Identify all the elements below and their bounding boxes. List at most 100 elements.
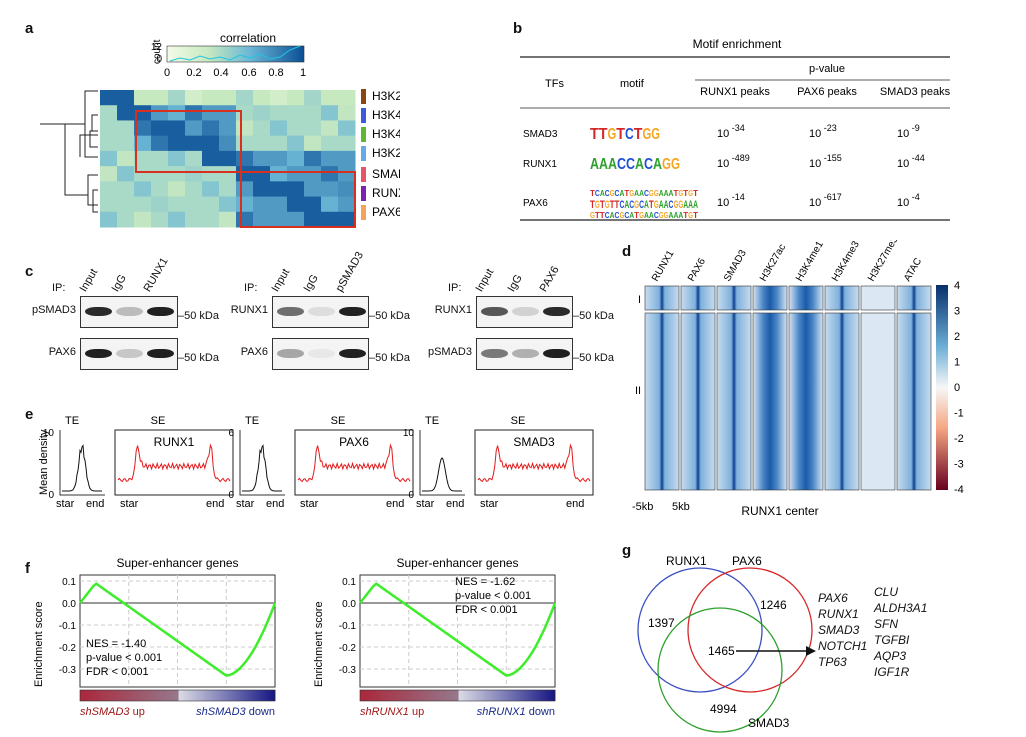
arrow-icon bbox=[806, 646, 816, 656]
blot-band bbox=[308, 307, 335, 316]
heatmap-cell bbox=[219, 181, 237, 198]
track-cluster-II bbox=[680, 312, 716, 491]
svg-text:G: G bbox=[664, 211, 669, 220]
heatmap-cell bbox=[134, 120, 152, 137]
heatmap-cell bbox=[185, 120, 203, 137]
svg-text:A: A bbox=[664, 199, 669, 211]
rank-barcode bbox=[80, 690, 276, 701]
heatmap-cell bbox=[236, 211, 254, 228]
cluster-I: I bbox=[638, 294, 641, 306]
svg-text:G: G bbox=[605, 199, 610, 211]
motif-logo: TGTGTCTTAGCCTAGTCCCGAACTCAGGTACGAAACTAGG… bbox=[590, 189, 698, 220]
svg-text:C: C bbox=[615, 189, 620, 198]
se-curve bbox=[297, 443, 411, 483]
x-tick: 0.2 bbox=[186, 67, 201, 79]
up-label: shRUNX1 up bbox=[360, 706, 424, 718]
lane-label: Input bbox=[77, 266, 101, 294]
heatmap-cell bbox=[270, 196, 288, 213]
row-color-swatch bbox=[361, 127, 366, 142]
p-value: 10 -9 bbox=[897, 123, 920, 140]
te-label: TE bbox=[425, 415, 439, 427]
colorbar-ticks: 0 0.2 0.4 0.6 0.8 1 bbox=[164, 67, 306, 79]
svg-text:A: A bbox=[635, 156, 644, 173]
row-labels: H3K27me3 H3K4me1 H3K4me3 H3K27ac SMAD3 RUNX1 P… bbox=[361, 89, 400, 220]
cluster-box-tf bbox=[240, 171, 356, 228]
se-name: PAX6 bbox=[339, 435, 369, 449]
down-label: shSMAD3 down bbox=[196, 706, 275, 718]
heatmap-cell bbox=[168, 181, 186, 198]
gsea-ytick: 0.1 bbox=[62, 577, 76, 588]
lane-label: IgG bbox=[505, 272, 525, 294]
col-smad3: SMAD3 peaks bbox=[880, 86, 951, 98]
panel-label-e: e bbox=[25, 406, 34, 423]
row-label: RUNX1 bbox=[372, 186, 400, 200]
gsea-ytick: 0.0 bbox=[62, 599, 76, 610]
count-pax6: 1246 bbox=[760, 598, 787, 612]
heatmap-cell bbox=[219, 211, 237, 228]
gene-name: RUNX1 bbox=[818, 607, 859, 621]
te-axes bbox=[419, 430, 465, 496]
venn-pax6 bbox=[687, 567, 813, 693]
heatmap-cell bbox=[117, 181, 135, 198]
colorbar-tick: -1 bbox=[954, 408, 964, 420]
gene-name: SFN bbox=[874, 617, 898, 631]
track-label: RUNX1 bbox=[650, 248, 677, 283]
svg-text:A: A bbox=[624, 199, 629, 211]
heatmap-cell bbox=[287, 150, 305, 167]
heatmap-cell bbox=[100, 166, 118, 182]
row-color-swatch bbox=[361, 146, 366, 161]
enrichment-curve bbox=[359, 582, 557, 677]
heatmap-cell bbox=[219, 120, 237, 137]
svg-text:G: G bbox=[643, 126, 652, 143]
svg-text:G: G bbox=[688, 211, 693, 220]
blot-strip bbox=[272, 296, 369, 328]
nes-text: NES = -1.40 bbox=[86, 638, 146, 650]
heatmap-cell bbox=[168, 90, 186, 106]
heatmap-cell bbox=[236, 90, 254, 106]
svg-text:A: A bbox=[678, 211, 683, 220]
heatmap-cell bbox=[117, 196, 135, 213]
row-label: H3K4me3 bbox=[372, 127, 400, 141]
track-cluster-II bbox=[824, 312, 860, 491]
cluster-II: II bbox=[635, 385, 641, 397]
te-label: TE bbox=[245, 415, 259, 427]
fdr-text: FDR < 0.001 bbox=[455, 604, 518, 616]
heatmap-cell bbox=[321, 181, 339, 198]
p-value: 10 -4 bbox=[897, 192, 920, 209]
p-value: 10 -44 bbox=[897, 153, 925, 170]
blot-strip bbox=[272, 338, 369, 370]
svg-text:C: C bbox=[624, 211, 629, 220]
heatmap-cell bbox=[185, 196, 203, 213]
gene-name: SMAD3 bbox=[818, 623, 860, 637]
colorbar-tick: 1 bbox=[954, 357, 960, 369]
se-start-label: star bbox=[120, 498, 139, 510]
lane-label: pSMAD3 bbox=[333, 249, 367, 294]
row-label: H3K27me3 bbox=[372, 89, 400, 103]
svg-text:T: T bbox=[649, 199, 654, 211]
svg-text:T: T bbox=[600, 211, 605, 220]
svg-text:G: G bbox=[673, 199, 678, 211]
row-label: PAX6 bbox=[372, 205, 400, 219]
svg-text:G: G bbox=[634, 199, 639, 211]
track-cluster-II bbox=[644, 312, 680, 491]
ip-label: IP: bbox=[52, 282, 66, 294]
heatmap-cell bbox=[219, 135, 237, 152]
blot-band bbox=[277, 349, 304, 358]
heatmap-cell bbox=[134, 166, 152, 182]
e-ymax: 6 bbox=[228, 428, 234, 439]
heatmap-cell bbox=[168, 135, 186, 152]
blot-row-label: pSMAD3 bbox=[427, 346, 472, 358]
heatmap-cell bbox=[236, 196, 254, 213]
kda-marker: –50 kDa bbox=[573, 352, 614, 364]
heatmap-cell bbox=[168, 150, 186, 167]
blot-band bbox=[116, 349, 143, 358]
te-curve bbox=[62, 444, 102, 492]
svg-text:T: T bbox=[610, 199, 615, 211]
colorbar-tick: 4 bbox=[954, 280, 960, 292]
heatmap-cell bbox=[134, 211, 152, 228]
venn-runx1 bbox=[637, 567, 763, 693]
svg-text:T: T bbox=[595, 211, 600, 220]
svg-text:G: G bbox=[662, 156, 671, 173]
svg-text:C: C bbox=[639, 199, 644, 211]
